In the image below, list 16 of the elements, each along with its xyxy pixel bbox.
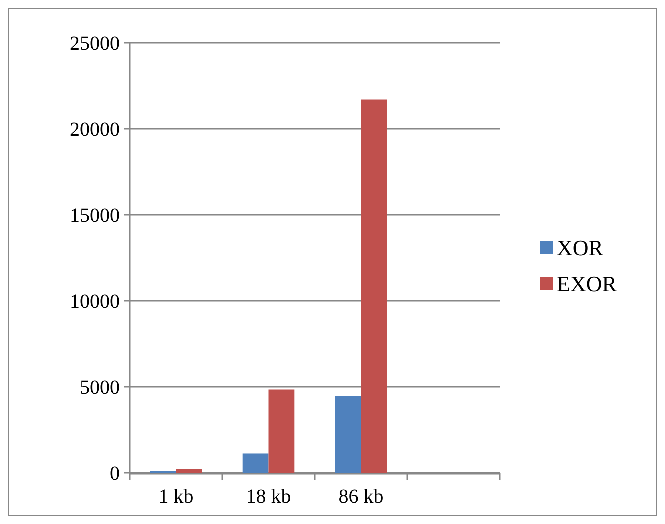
bar (268, 390, 295, 473)
bar (176, 469, 202, 473)
y-tick-label: 25000 (70, 33, 120, 55)
bar (242, 454, 269, 473)
y-tick-label: 15000 (70, 205, 120, 227)
y-tick-label: 20000 (70, 119, 120, 141)
bar (361, 100, 388, 473)
y-tick-label: 10000 (70, 291, 120, 313)
y-tick-label: 5000 (80, 377, 120, 399)
x-tick-label: 18 kb (246, 486, 292, 508)
legend-label: EXOR (557, 272, 618, 297)
y-tick-label: 0 (110, 463, 120, 485)
x-tick-label: 86 kb (338, 486, 384, 508)
legend-label: XOR (557, 236, 604, 261)
bar (335, 396, 362, 473)
x-tick-label: 1 kb (158, 486, 194, 508)
